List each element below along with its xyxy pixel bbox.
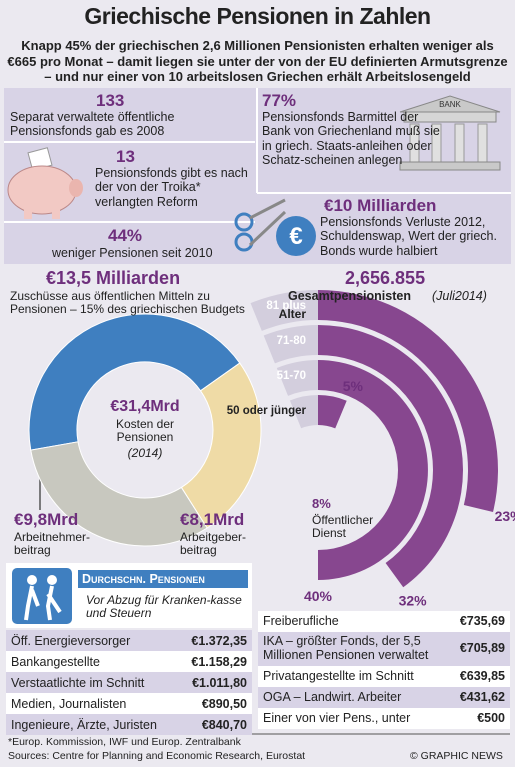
category-label: 51-70 bbox=[277, 370, 306, 382]
radial-track bbox=[276, 359, 318, 396]
axis-label: Alter bbox=[278, 307, 306, 321]
donut-segment bbox=[180, 362, 262, 529]
scissors-euro-icon: € bbox=[234, 198, 316, 256]
donut-total: €31,4Mrd bbox=[110, 398, 180, 415]
row-value: €890,50 bbox=[201, 696, 247, 711]
donut-segment bbox=[28, 313, 241, 451]
donut-center-note: (2014) bbox=[127, 446, 163, 460]
table-row: Einer von vier Pens., unter €500 bbox=[258, 708, 510, 729]
row-value: €840,70 bbox=[201, 717, 247, 732]
category-label: 50 oder jünger bbox=[227, 405, 307, 417]
row-label: Bankangestellte bbox=[11, 654, 100, 669]
table-row: Verstaatlichte im Schnitt €1.011,80 bbox=[6, 672, 252, 693]
row-value: €639,85 bbox=[459, 668, 505, 683]
radial-bar bbox=[318, 325, 463, 588]
table-subtitle: Vor Abzug für Kranken-kasse und Steuern bbox=[86, 593, 242, 621]
table-row: Freiberufliche €735,69 bbox=[258, 611, 510, 632]
donut-category: Arbeitgeber- beitrag bbox=[180, 530, 247, 558]
radial-track bbox=[263, 325, 318, 364]
radial-bar bbox=[318, 290, 498, 513]
row-label: Medien, Journalisten bbox=[11, 696, 127, 711]
table-row: Ingenieure, Ärzte, Juristen €840,70 bbox=[6, 714, 252, 735]
fact-text: Pensionsfonds gibt es nach der von der T… bbox=[95, 166, 248, 209]
table-row: Öff. Energieversorger €1.372,35 bbox=[6, 630, 252, 651]
footer-sources: Sources: Centre for Planning and Economi… bbox=[8, 750, 306, 762]
table-title-bg bbox=[78, 570, 248, 588]
fact-value: 44% bbox=[108, 226, 143, 245]
row-label: Verstaatlichte im Schnitt bbox=[11, 675, 145, 690]
row-value: €735,69 bbox=[459, 613, 505, 628]
donut-category: Arbeitnehmer- beitrag bbox=[14, 530, 91, 558]
radial-title: 2,656.855 bbox=[345, 268, 426, 288]
fact-text: weniger Pensionen seit 2010 bbox=[52, 246, 213, 260]
annotation-value: 8% bbox=[312, 496, 331, 511]
fact-value: 13 bbox=[116, 147, 135, 166]
fact-value: 133 bbox=[96, 91, 125, 110]
row-value: €1.011,80 bbox=[192, 675, 247, 690]
subtitle: Knapp 45% der griechischen 2,6 Millionen… bbox=[7, 38, 508, 85]
radial-bar bbox=[318, 395, 347, 429]
category-label: 71-80 bbox=[277, 335, 306, 347]
fact-text: Pensionsfonds Barmittel der Bank von Gri… bbox=[262, 110, 440, 167]
row-value: €1.372,35 bbox=[191, 633, 247, 648]
donut-segment bbox=[30, 441, 208, 547]
bank-icon: BANK bbox=[399, 95, 501, 171]
row-label: Einer von vier Pens., unter bbox=[263, 710, 411, 725]
footer-credit: © GRAPHIC NEWS bbox=[410, 750, 503, 762]
value-label: 23% bbox=[495, 508, 515, 524]
fact-value: €10 Milliarden bbox=[324, 196, 437, 215]
donut-value-label: €8,1Mrd bbox=[180, 510, 245, 529]
elderly-icon bbox=[12, 568, 72, 624]
donut-value-label: €13,5 Milliarden bbox=[46, 268, 181, 288]
euro-sign: € bbox=[289, 223, 302, 250]
row-value: €705,89 bbox=[459, 641, 505, 656]
bank-text: BANK bbox=[439, 100, 461, 109]
row-label: Privatangestellte im Schnitt bbox=[263, 668, 414, 683]
row-label: IKA – größter Fonds, der 5,5 Millionen P… bbox=[263, 634, 429, 662]
table-row: OGA – Landwirt. Arbeiter €431,62 bbox=[258, 687, 510, 708]
fact-text: Pensionsfonds Verluste 2012, Schuldenswa… bbox=[320, 215, 497, 258]
row-label: Öff. Energieversorger bbox=[11, 633, 131, 648]
annotation-text: Öffentlicher Dienst bbox=[312, 513, 374, 541]
footer-note: *Europ. Kommission, IWF und Europ. Zentr… bbox=[8, 736, 241, 748]
row-value: €431,62 bbox=[459, 689, 505, 704]
fact-value: 77% bbox=[262, 91, 297, 110]
value-label: 32% bbox=[399, 592, 428, 608]
radial-subtitle: Gesamtpensionisten bbox=[288, 289, 411, 303]
row-value: €1.158,29 bbox=[191, 654, 247, 669]
table-row: Bankangestellte €1.158,29 bbox=[6, 651, 252, 672]
value-label: 40% bbox=[304, 588, 333, 604]
fact-text: Separat verwaltete öffentliche Pensionsf… bbox=[10, 110, 175, 139]
radial-track bbox=[250, 290, 318, 331]
row-label: Ingenieure, Ärzte, Juristen bbox=[11, 717, 157, 732]
category-label: 81 plus bbox=[266, 300, 306, 312]
table-row: IKA – größter Fonds, der 5,5 Millionen P… bbox=[258, 632, 510, 666]
row-value: €500 bbox=[477, 710, 505, 725]
row-label: OGA – Landwirt. Arbeiter bbox=[263, 689, 402, 704]
table-title: Durchschn. Pensionen bbox=[82, 572, 205, 586]
donut-category: Zuschüsse aus öffentlichen Mitteln zu Pe… bbox=[10, 289, 245, 317]
value-label: 5% bbox=[343, 378, 364, 394]
radial-track bbox=[289, 395, 318, 429]
piggy-bank-icon bbox=[7, 147, 83, 219]
row-label: Freiberufliche bbox=[263, 613, 339, 628]
radial-note: (Juli2014) bbox=[432, 289, 487, 303]
donut-value-label: €9,8Mrd bbox=[14, 510, 79, 529]
table-row: Privatangestellte im Schnitt €639,85 bbox=[258, 666, 510, 687]
table-row: Medien, Journalisten €890,50 bbox=[6, 693, 252, 714]
title: Griechische Pensionen in Zahlen bbox=[84, 3, 431, 29]
radial-bar bbox=[318, 360, 428, 580]
donut-center-text: Kosten der Pensionen bbox=[115, 417, 175, 445]
